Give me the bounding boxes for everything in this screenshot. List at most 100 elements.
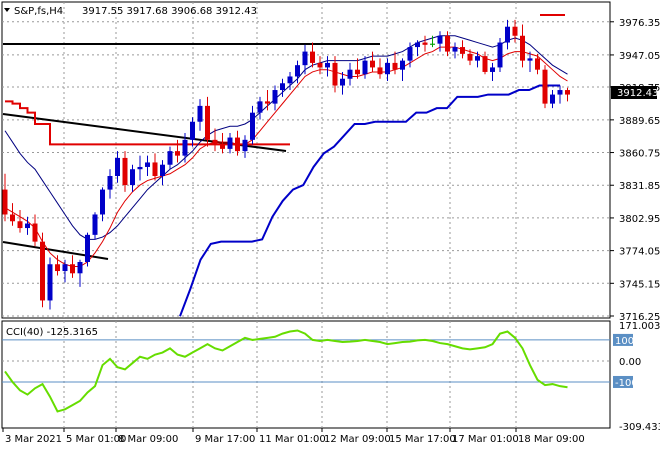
candle-body [197, 105, 203, 122]
candle-body [55, 264, 60, 272]
candle-body [130, 169, 135, 186]
price-grid [2, 2, 610, 318]
lower-trendline[interactable] [2, 241, 109, 260]
candle-body [340, 78, 345, 86]
candle-body [280, 83, 285, 91]
cci-level-tag [613, 375, 633, 388]
time-tick-label: 17 Mar 01:00 [452, 434, 519, 445]
candle-body [460, 47, 465, 54]
candle-body [115, 157, 120, 177]
candle-body [550, 94, 555, 104]
candle-body [2, 189, 8, 215]
candle-body [227, 137, 233, 149]
current-price-label: 3912.43 [617, 88, 658, 99]
cci-tick-label: 171.0033 [619, 321, 660, 332]
candle-body [437, 35, 443, 44]
price-panel[interactable]: S&P,fs,H4 3917.55 3917.68 3906.68 3912.4… [1, 1, 611, 319]
time-tick-label: 8 Mar 09:00 [118, 434, 178, 445]
slow-ma-line [4, 35, 568, 240]
candle-body [235, 137, 240, 152]
cci-panel[interactable]: CCI(40) -125.3165 [1, 320, 611, 429]
candle-body [62, 264, 68, 272]
candle-body [355, 69, 360, 75]
candle-body [92, 214, 98, 235]
cci-grid [2, 321, 610, 428]
candle-body [295, 65, 300, 77]
cci-label: CCI(40) -125.3165 [6, 327, 98, 338]
candle-body [377, 67, 383, 75]
candle-body [100, 189, 105, 215]
price-tick-label: 3976.35 [619, 18, 660, 29]
cci-panel-frame [1, 320, 611, 429]
candle-body [10, 214, 15, 222]
candle-body [400, 60, 405, 70]
cci-tick-label: 100 [615, 336, 634, 347]
candle-body [362, 60, 368, 75]
ohlc-readout: 3917.55 3917.68 3906.68 3912.43 [82, 6, 257, 17]
candle-body [415, 42, 420, 48]
candle-body [137, 166, 143, 170]
time-tick-label: 15 Mar 17:00 [389, 434, 456, 445]
candle-body [32, 223, 38, 242]
candle-body [242, 139, 248, 152]
candle-body [152, 162, 158, 177]
time-tick-label: 3 Mar 2021 [5, 434, 62, 445]
candle-body [535, 58, 540, 70]
candle-body [325, 62, 330, 68]
candle-body [160, 164, 165, 177]
candles [2, 19, 570, 310]
candle-body [47, 264, 53, 301]
price-tick-label: 3802.95 [619, 214, 660, 225]
candle-body [220, 144, 225, 149]
candle-body [527, 58, 533, 61]
candle-body [17, 221, 23, 229]
candle-body [85, 234, 90, 262]
candle-body [265, 101, 270, 104]
candle-body [512, 26, 518, 36]
candle-body [490, 67, 495, 72]
cci-line [4, 329, 568, 413]
cci-tick-label: -100 [615, 378, 638, 389]
candle-body [70, 264, 75, 274]
candle-body [557, 90, 563, 95]
chart-menu-arrow-icon[interactable] [4, 8, 10, 12]
candle-body [190, 121, 195, 140]
time-tick-label: 12 Mar 09:00 [324, 434, 391, 445]
cci-level-tag [613, 333, 633, 346]
candle-body [167, 151, 173, 165]
price-tick-label: 3947.05 [619, 51, 660, 62]
candle-body [302, 51, 308, 66]
price-tick-label: 3889.65 [619, 116, 660, 127]
candle-body [445, 35, 450, 52]
candle-body [475, 56, 480, 61]
candle-body [385, 62, 390, 75]
candle-body [452, 47, 458, 52]
candle-body [467, 53, 473, 61]
candle-body [520, 35, 525, 61]
price-tick-label: 3745.15 [619, 279, 660, 290]
candle-body [505, 26, 510, 43]
price-tick-label: 3774.05 [619, 247, 660, 258]
candle-body [107, 176, 113, 190]
candle-body [310, 51, 315, 63]
candle-body [212, 139, 218, 145]
candle-body [565, 90, 570, 95]
candle-body [182, 139, 188, 156]
candle-body [347, 69, 353, 79]
candle-body [257, 101, 263, 113]
price-tick-label: 3860.75 [619, 149, 660, 160]
fast-ma-line [4, 46, 568, 268]
candle-body [430, 43, 435, 45]
candle-body [542, 69, 548, 104]
candle-body [272, 90, 278, 104]
candle-body [250, 112, 255, 140]
candle-body [287, 76, 293, 84]
candle-body [482, 56, 488, 72]
candle-body [422, 42, 428, 45]
price-panel-frame [1, 1, 611, 319]
time-axis: 3 Mar 2021 5 Mar 01:008 Mar 09:00 9 Mar 17… [2, 428, 585, 445]
candle-body [332, 62, 338, 86]
candle-body [122, 157, 128, 186]
